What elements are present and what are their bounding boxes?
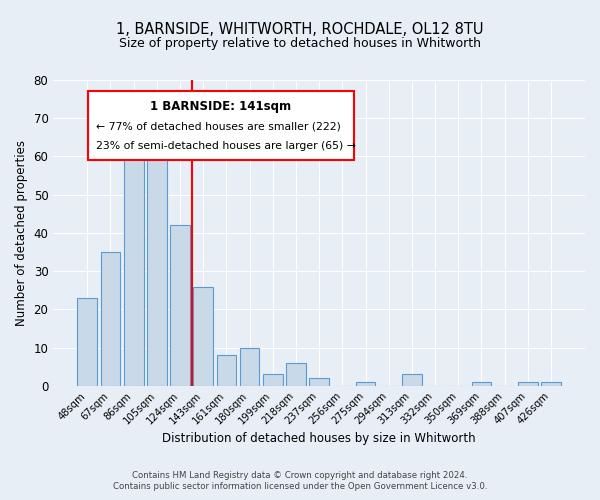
Bar [193,286,213,386]
Text: ← 77% of detached houses are smaller (222): ← 77% of detached houses are smaller (22… [96,122,341,132]
Bar [124,130,143,386]
Bar [147,149,167,386]
Bar [101,252,121,386]
Text: 1 BARNSIDE: 141sqm: 1 BARNSIDE: 141sqm [150,100,292,113]
Bar [170,226,190,386]
Bar [309,378,329,386]
Text: Contains public sector information licensed under the Open Government Licence v3: Contains public sector information licen… [113,482,487,491]
Bar [541,382,561,386]
Bar [77,298,97,386]
Bar [402,374,422,386]
Bar [472,382,491,386]
Bar [263,374,283,386]
X-axis label: Distribution of detached houses by size in Whitworth: Distribution of detached houses by size … [163,432,476,445]
Text: 23% of semi-detached houses are larger (65) →: 23% of semi-detached houses are larger (… [96,141,356,151]
Text: Contains HM Land Registry data © Crown copyright and database right 2024.: Contains HM Land Registry data © Crown c… [132,471,468,480]
Bar [356,382,376,386]
Bar [240,348,259,386]
Bar [217,356,236,386]
Bar [286,363,306,386]
Text: 1, BARNSIDE, WHITWORTH, ROCHDALE, OL12 8TU: 1, BARNSIDE, WHITWORTH, ROCHDALE, OL12 8… [116,22,484,38]
Bar [518,382,538,386]
FancyBboxPatch shape [88,90,354,160]
Text: Size of property relative to detached houses in Whitworth: Size of property relative to detached ho… [119,38,481,51]
Y-axis label: Number of detached properties: Number of detached properties [15,140,28,326]
